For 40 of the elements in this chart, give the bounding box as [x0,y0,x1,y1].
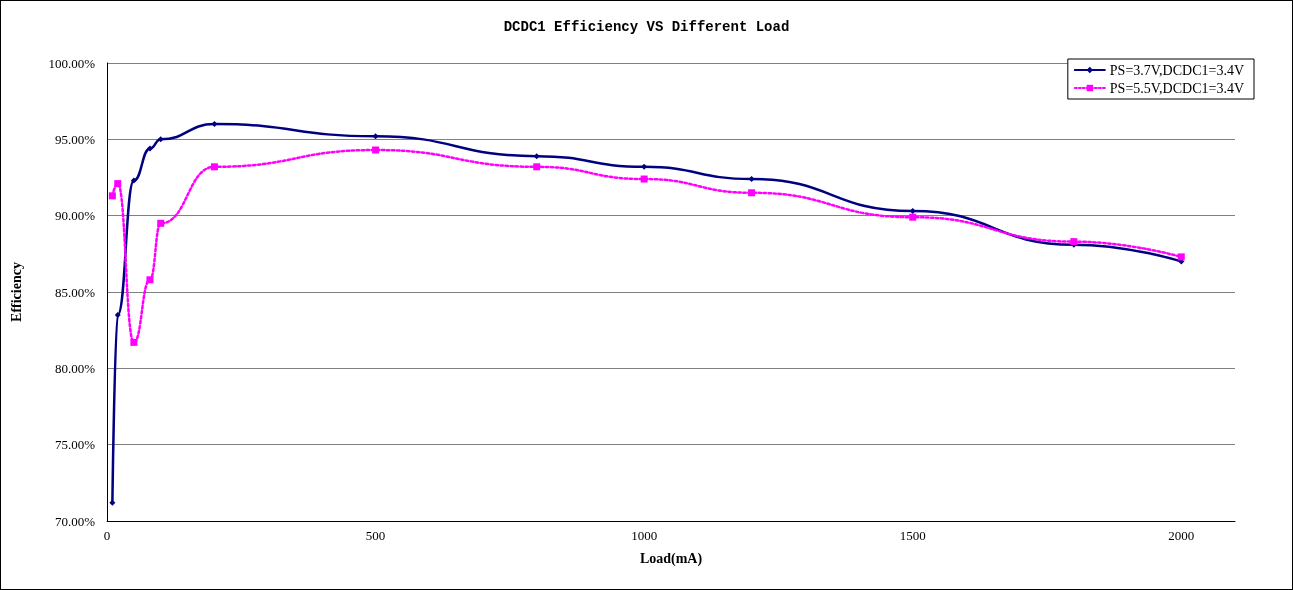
point [157,219,165,227]
point [372,133,379,140]
point [157,136,164,143]
point [210,163,218,171]
x-tick-label: 0 [103,528,111,543]
point [909,213,917,221]
y-tick-label: 80.00% [54,360,96,376]
x-tick-label: 1000 [631,528,658,543]
point [211,121,218,128]
y-tick-label: 100.00% [48,55,96,71]
x-axis-title: Load(mA) [639,550,703,567]
point [114,311,121,318]
legend-label: PS=3.7V,DCDC1=3.4V [1109,62,1245,78]
x-tick-label: 2000 [1168,528,1195,543]
point [109,499,116,506]
y-tick-label: 90.00% [54,208,96,224]
chart-title: DCDC1 Efficiency VS Different Load [503,19,790,35]
point [533,163,541,171]
y-tick-label: 70.00% [54,513,96,529]
point [909,208,916,215]
x-tick-label: 500 [365,528,386,543]
y-tick-label: 75.00% [54,437,96,453]
y-tick-label: 85.00% [54,284,96,300]
point [748,176,755,183]
point [533,153,540,160]
legend-label: PS=5.5V,DCDC1=3.4V [1109,80,1245,96]
point [146,276,154,284]
point [641,163,648,170]
point [1177,253,1185,261]
point [108,192,116,200]
point [640,175,648,183]
point [372,146,380,154]
point [130,338,138,346]
point [114,180,122,188]
point [130,177,137,184]
x-tick-label: 1500 [899,528,926,543]
y-axis-title: Efficiency [8,262,24,322]
y-tick-label: 95.00% [54,131,96,147]
point [146,145,153,152]
point [748,189,756,197]
